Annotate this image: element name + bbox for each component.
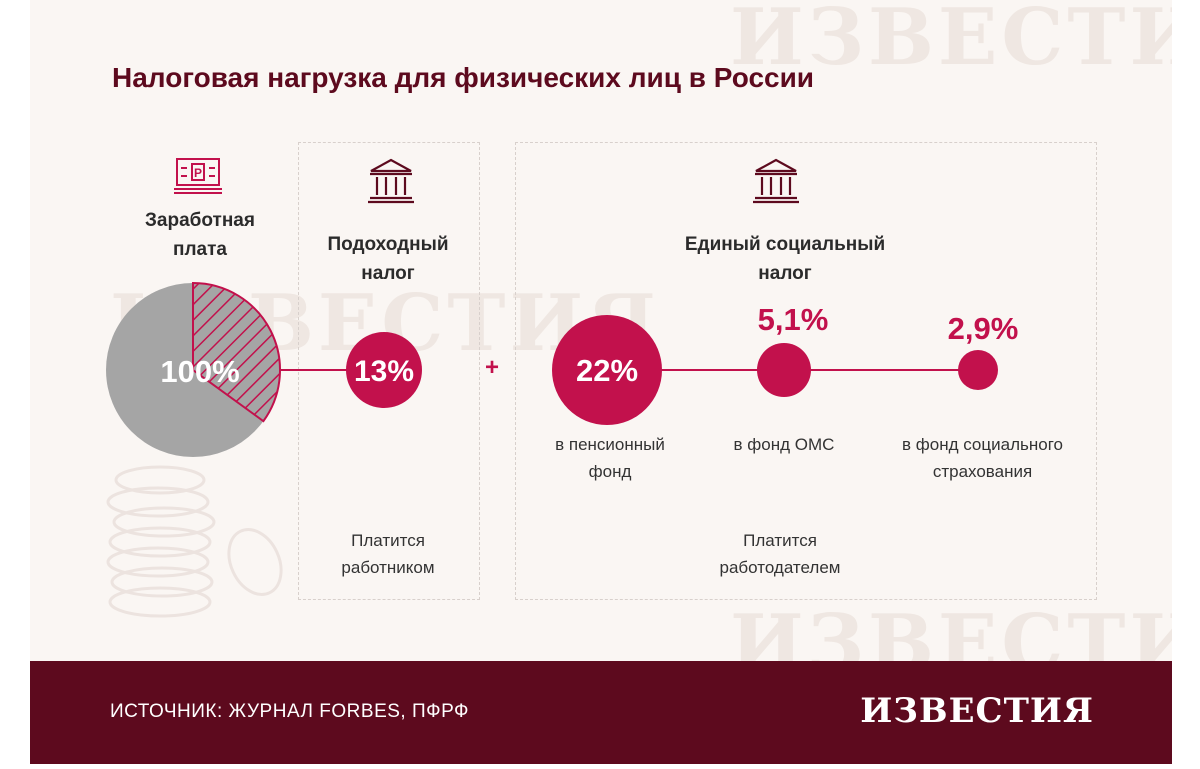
infographic-card: ИЗВЕСТИЯ ИЗВЕСТИЯ ИЗВЕСТИЯ Налоговая наг… <box>30 0 1172 764</box>
social-insurance-value: 2,9% <box>947 311 1019 346</box>
social-insurance-circle <box>958 350 998 390</box>
plus-sign: + <box>485 354 500 381</box>
page-title: Налоговая нагрузка для физических лиц в … <box>112 62 815 93</box>
salary-value: 100% <box>160 354 239 389</box>
social-tax-label: Единый социальный налог <box>684 234 886 284</box>
pension-fund-value: 22% <box>576 353 638 388</box>
salary-label: Заработная плата <box>145 210 255 260</box>
pension-fund-circle <box>552 315 662 425</box>
watermark-top: ИЗВЕСТИЯ <box>730 0 1172 83</box>
pension-fund-label: в пенсионный фонд <box>555 435 665 481</box>
income-tax-value: 13% <box>354 355 414 388</box>
income-tax-label: Подоходный налог <box>327 234 449 284</box>
salary-pie-hatched-slice <box>192 281 281 423</box>
income-tax-circle <box>346 332 422 408</box>
tax-diagram: 100% 13% 22% <box>106 281 998 457</box>
social-tax-box <box>515 142 1097 600</box>
svg-text:Р: Р <box>194 166 202 180</box>
source-text: ИСТОЧНИК: ЖУРНАЛ FORBES, ПФРФ <box>110 701 469 722</box>
oms-fund-label: в фонд ОМС <box>733 435 835 454</box>
footer-bar: ИСТОЧНИК: ЖУРНАЛ FORBES, ПФРФ ИЗВЕСТИЯ <box>30 661 1172 764</box>
coins-decoration-icon <box>106 465 283 618</box>
izvestia-logo: ИЗВЕСТИЯ <box>860 691 1094 731</box>
income-tax-payer: Платится работником <box>341 531 435 577</box>
oms-fund-value: 5,1% <box>757 302 829 337</box>
social-tax-payer: Платится работодателем <box>719 531 841 577</box>
oms-fund-circle <box>757 343 811 397</box>
ruble-banknote-icon: Р <box>174 158 222 194</box>
bank-building-icon <box>753 158 799 204</box>
social-insurance-label: в фонд социального страхования <box>902 435 1063 481</box>
bank-building-icon <box>368 158 414 204</box>
